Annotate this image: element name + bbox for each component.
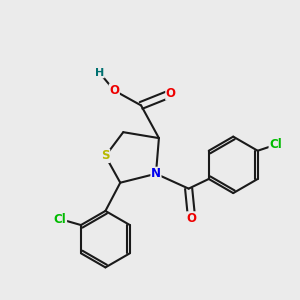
Text: O: O	[166, 87, 176, 100]
Text: Cl: Cl	[269, 138, 282, 151]
Text: Cl: Cl	[54, 213, 67, 226]
Text: N: N	[151, 167, 161, 180]
Text: O: O	[109, 84, 119, 97]
Text: S: S	[101, 149, 110, 162]
Text: O: O	[187, 212, 196, 225]
Text: H: H	[95, 68, 104, 78]
